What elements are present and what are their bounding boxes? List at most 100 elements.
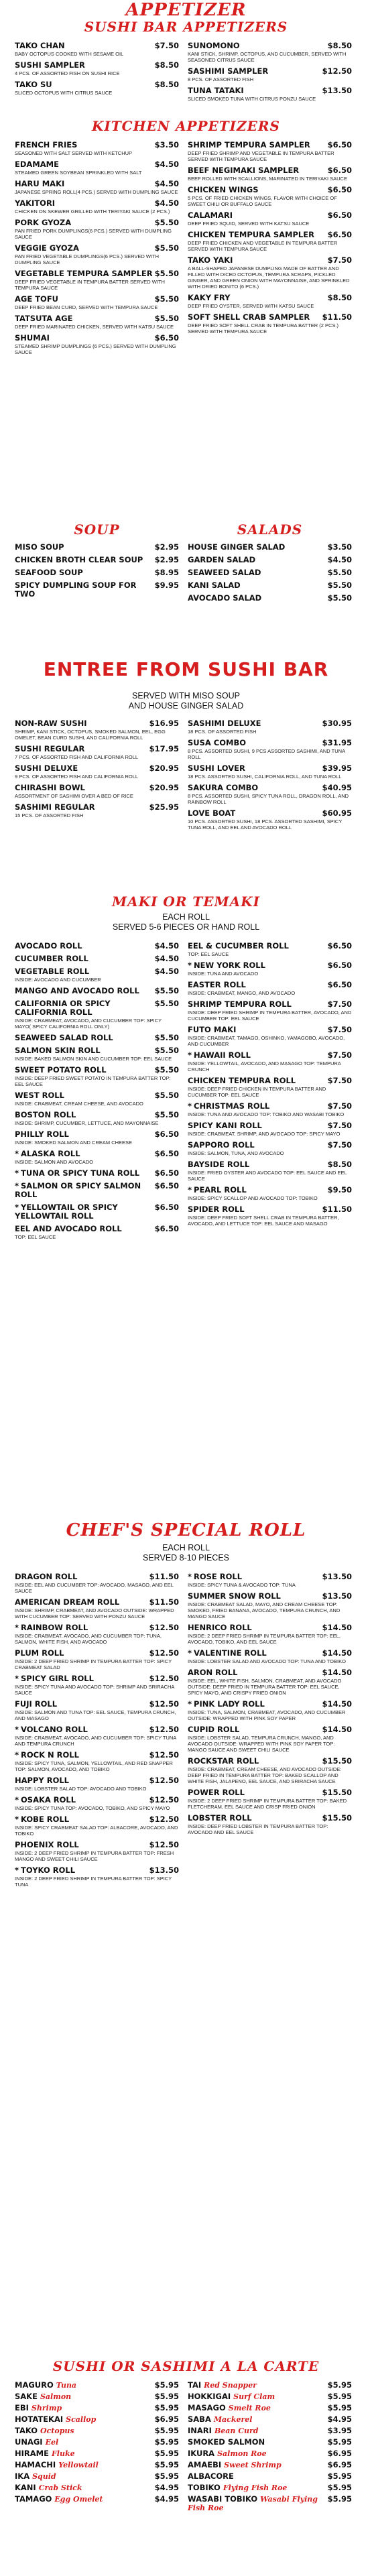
menu-item-name: PHOENIX ROLL [15, 1840, 79, 1849]
menu-item-name: WASABI TOBIKO [188, 2494, 258, 2504]
menu-item-name: SMOKED SALMON [188, 2437, 265, 2447]
menu-item-description: INSIDE: DEEP FRIED CHICKEN IN TEMPURA BA… [188, 1086, 326, 1098]
menu-item-price: $14.50 [322, 1648, 352, 1658]
menu-item-description: ASSORTMENT OF SASHIMI OVER A BED OF RICE [15, 793, 133, 799]
menu-item-name-wrap: CALIFORNIA OR SPICY CALIFORNIA ROLL [15, 999, 155, 1017]
menu-item-name: AVOCADO ROLL [15, 941, 82, 950]
menu-item-name: TUNA TATAKI [188, 86, 244, 95]
menu-item-price: $4.95 [154, 2494, 179, 2504]
menu-item-row: EEL AND AVOCADO ROLL $6.50 [15, 1225, 179, 1233]
menu-item-row: AGE TOFU $5.50 [15, 295, 179, 304]
menu-item-price: $15.50 [322, 1756, 352, 1766]
menu-item-row: * VALENTINE ROLL $14.50 [188, 1649, 352, 1658]
menu-item-price: $3.50 [327, 542, 352, 552]
menu-item-price: $6.50 [327, 185, 352, 194]
menu-item-price: $20.95 [149, 763, 179, 773]
menu-item-name-wrap: CHICKEN TEMPURA SAMPLER [188, 231, 314, 239]
menu-item-name: HARU MAKI [15, 179, 65, 188]
menu-item-name-wrap: * OSAKA ROLL [15, 1796, 76, 1804]
menu-item-price: $5.50 [327, 580, 352, 590]
kitchen-appetizers-section: KITCHEN APPETIZERS FRENCH FRIES $3.50 SEAS… [0, 119, 372, 359]
menu-item-price: $12.50 [149, 1648, 179, 1658]
menu-item-price: $7.50 [327, 1140, 352, 1150]
menu-item: PHILLY ROLL $6.50 INSIDE: SMOKED SALMON AN… [15, 1130, 179, 1146]
menu-item-description: INSIDE: LOBSTER SALAD TOP: AVOCADO AND T… [15, 1786, 147, 1792]
menu-item-name-wrap: TOBIKO Flying Fish Roe [188, 2483, 288, 2493]
menu-item-row: INARI Bean Curd $3.95 [188, 2427, 352, 2436]
menu-item-row: TATSUTA AGE $5.50 [15, 314, 179, 323]
menu-item-price: $12.50 [149, 1840, 179, 1849]
chef-right: * ROSE ROLL $13.50 INSIDE: SPICY TUNA & AVO… [188, 1573, 352, 1892]
menu-item-description: INSIDE: CRABMEAT, CREAM CHEESE, AND AVOC… [188, 1766, 342, 1784]
menu-item-row: PORK GYOZA $5.50 [15, 219, 179, 227]
menu-item-description: DEEP FRIED MARINATED CHICKEN, SERVED WIT… [15, 324, 174, 330]
menu-item-description: INSIDE: CRABMEAT, AVOCADO, AND CUCUMBER … [15, 1633, 162, 1645]
menu-item-description: SHRIMP, KANI STICK, OCTOPUS, SMOKED SALM… [15, 729, 166, 741]
menu-item-english-name: Red Snapper [204, 2381, 257, 2390]
menu-item-row: SUSHI LOVER $39.95 [188, 764, 352, 773]
menu-item-name: SWEET POTATO ROLL [15, 1065, 107, 1075]
menu-item-name-wrap: * ROCK N ROLL [15, 1751, 79, 1760]
menu-item-description: 4 PCS. OF ASSORTED FISH ON SUSHI RICE [15, 70, 120, 76]
menu-item: CHICKEN TEMPURA ROLL $7.50 INSIDE: DEEP FR… [188, 1076, 352, 1099]
menu-item-name-wrap: FUJI ROLL [15, 1700, 57, 1709]
menu-item-name: FUTO MAKI [188, 1025, 237, 1034]
menu-item-name: BAYSIDE ROLL [188, 1160, 250, 1169]
menu-item-name: SASHIMI REGULAR [15, 802, 95, 812]
menu-item-row: * HAWAII ROLL $7.50 [188, 1051, 352, 1060]
menu-item-price: $5.50 [154, 1046, 179, 1055]
menu-item-price: $4.50 [154, 954, 179, 963]
menu-item-name: CUCUMBER ROLL [15, 954, 88, 963]
menu-item-row: VEGETABLE ROLL $4.50 [15, 967, 179, 976]
soup-list: MISO SOUP $2.95 CHICKEN BROTH CLEAR SOUP $2… [15, 543, 179, 599]
menu-item: * KOBE ROLL $12.50 INSIDE: SPICY CRABMEAT S… [15, 1815, 179, 1837]
menu-item: YAKITORI $4.50 CHICKEN ON SKEWER GRILLED W… [15, 199, 179, 215]
menu-item-name: HOTATEKAI [15, 2414, 64, 2424]
menu-item-name: TUNA OR SPICY TUNA ROLL [21, 1168, 140, 1178]
star-icon: * [188, 1648, 192, 1658]
menu-item-description: SLICED SMOKED TUNA WITH CITRUS PONZU SAU… [188, 96, 316, 102]
menu-item-row: SOFT SHELL CRAB SAMPLER $11.50 [188, 313, 352, 322]
chef-left: DRAGON ROLL $11.50 INSIDE: EEL AND CUCUMBE… [15, 1573, 179, 1892]
menu-item-name-wrap: TAI Red Snapper [188, 2381, 257, 2390]
menu-item-name: MANGO AND AVOCADO ROLL [15, 986, 139, 995]
menu-item-price: $5.95 [327, 2403, 352, 2412]
menu-item-description: INSIDE: TUNA AND AVOCADO TOP: TOBIKO AND… [188, 1111, 345, 1117]
menu-item-row: LOBSTER ROLL $15.50 [188, 1814, 352, 1823]
star-icon: * [188, 1572, 192, 1581]
menu-item-price: $5.95 [327, 2471, 352, 2481]
alacarte-left: MAGURO Tuna $5.95 SAKE Salmon $5.95 EBI Shrimp $… [15, 2381, 179, 2515]
menu-item-english-name: Flying Fish Roe [223, 2483, 288, 2492]
menu-item-row: SPICY KANI ROLL $7.50 [188, 1121, 352, 1130]
menu-item-description: INSIDE: EEL, WHITE FISH, SALMON, CRABMEA… [188, 1678, 342, 1696]
menu-item-name-wrap: SABA Mackerel [188, 2415, 252, 2425]
menu-item-description: INSIDE: CRABMEAT, MANGO, AND AVOCADO [188, 990, 296, 996]
menu-item-price: $6.50 [327, 166, 352, 175]
menu-item-price: $13.50 [322, 86, 352, 95]
menu-item: VEGETABLE TEMPURA SAMPLER $5.50 DEEP FRIED… [15, 269, 179, 292]
menu-item-price: $7.50 [327, 1076, 352, 1085]
menu-item-name-wrap: * PINK LADY ROLL [188, 1700, 265, 1709]
menu-item-name: EEL & CUCUMBER ROLL [188, 941, 289, 950]
menu-item: SUSHI SAMPLER $8.50 4 PCS. OF ASSORTED FIS… [15, 61, 179, 77]
menu-item-row: CHIRASHI BOWL $20.95 [15, 784, 179, 792]
menu-item-name-wrap: SAKURA COMBO [188, 784, 258, 792]
menu-item-price: $5.95 [327, 2380, 352, 2390]
menu-item-name: TATSUTA AGE [15, 314, 73, 323]
menu-item-name: SPICY KANI ROLL [188, 1121, 262, 1130]
menu-item-name-wrap: SPICY KANI ROLL [188, 1121, 262, 1130]
menu-item-name: CHICKEN WINGS [188, 185, 259, 194]
menu-item-row: * SALMON OR SPICY SALMON ROLL $6.50 [15, 1182, 179, 1199]
menu-item-name-wrap: EDAMAME [15, 160, 59, 169]
menu-item-name: CHRISTMAS ROLL [194, 1101, 270, 1111]
menu-item-price: $11.50 [322, 1205, 352, 1214]
menu-item-row: CHICKEN BROTH CLEAR SOUP $2.95 [15, 556, 179, 564]
menu-item-price: $5.95 [327, 2437, 352, 2447]
menu-item-name: CALAMARI [188, 210, 233, 220]
menu-item-name: OSAKA ROLL [21, 1795, 76, 1804]
menu-item-price: $5.95 [327, 2494, 352, 2504]
menu-item-description: INSIDE: CRABMEAT, AVOCADO, AND CUCUMBER … [15, 1735, 176, 1747]
menu-item-description: 9 PCS. OF ASSORTED FISH AND CALIFORNIA R… [15, 774, 139, 780]
menu-item-description: INSIDE: CRABMEAT, AVOCADO, AND CUCUMBER … [15, 1018, 162, 1030]
star-icon: * [15, 1149, 19, 1158]
